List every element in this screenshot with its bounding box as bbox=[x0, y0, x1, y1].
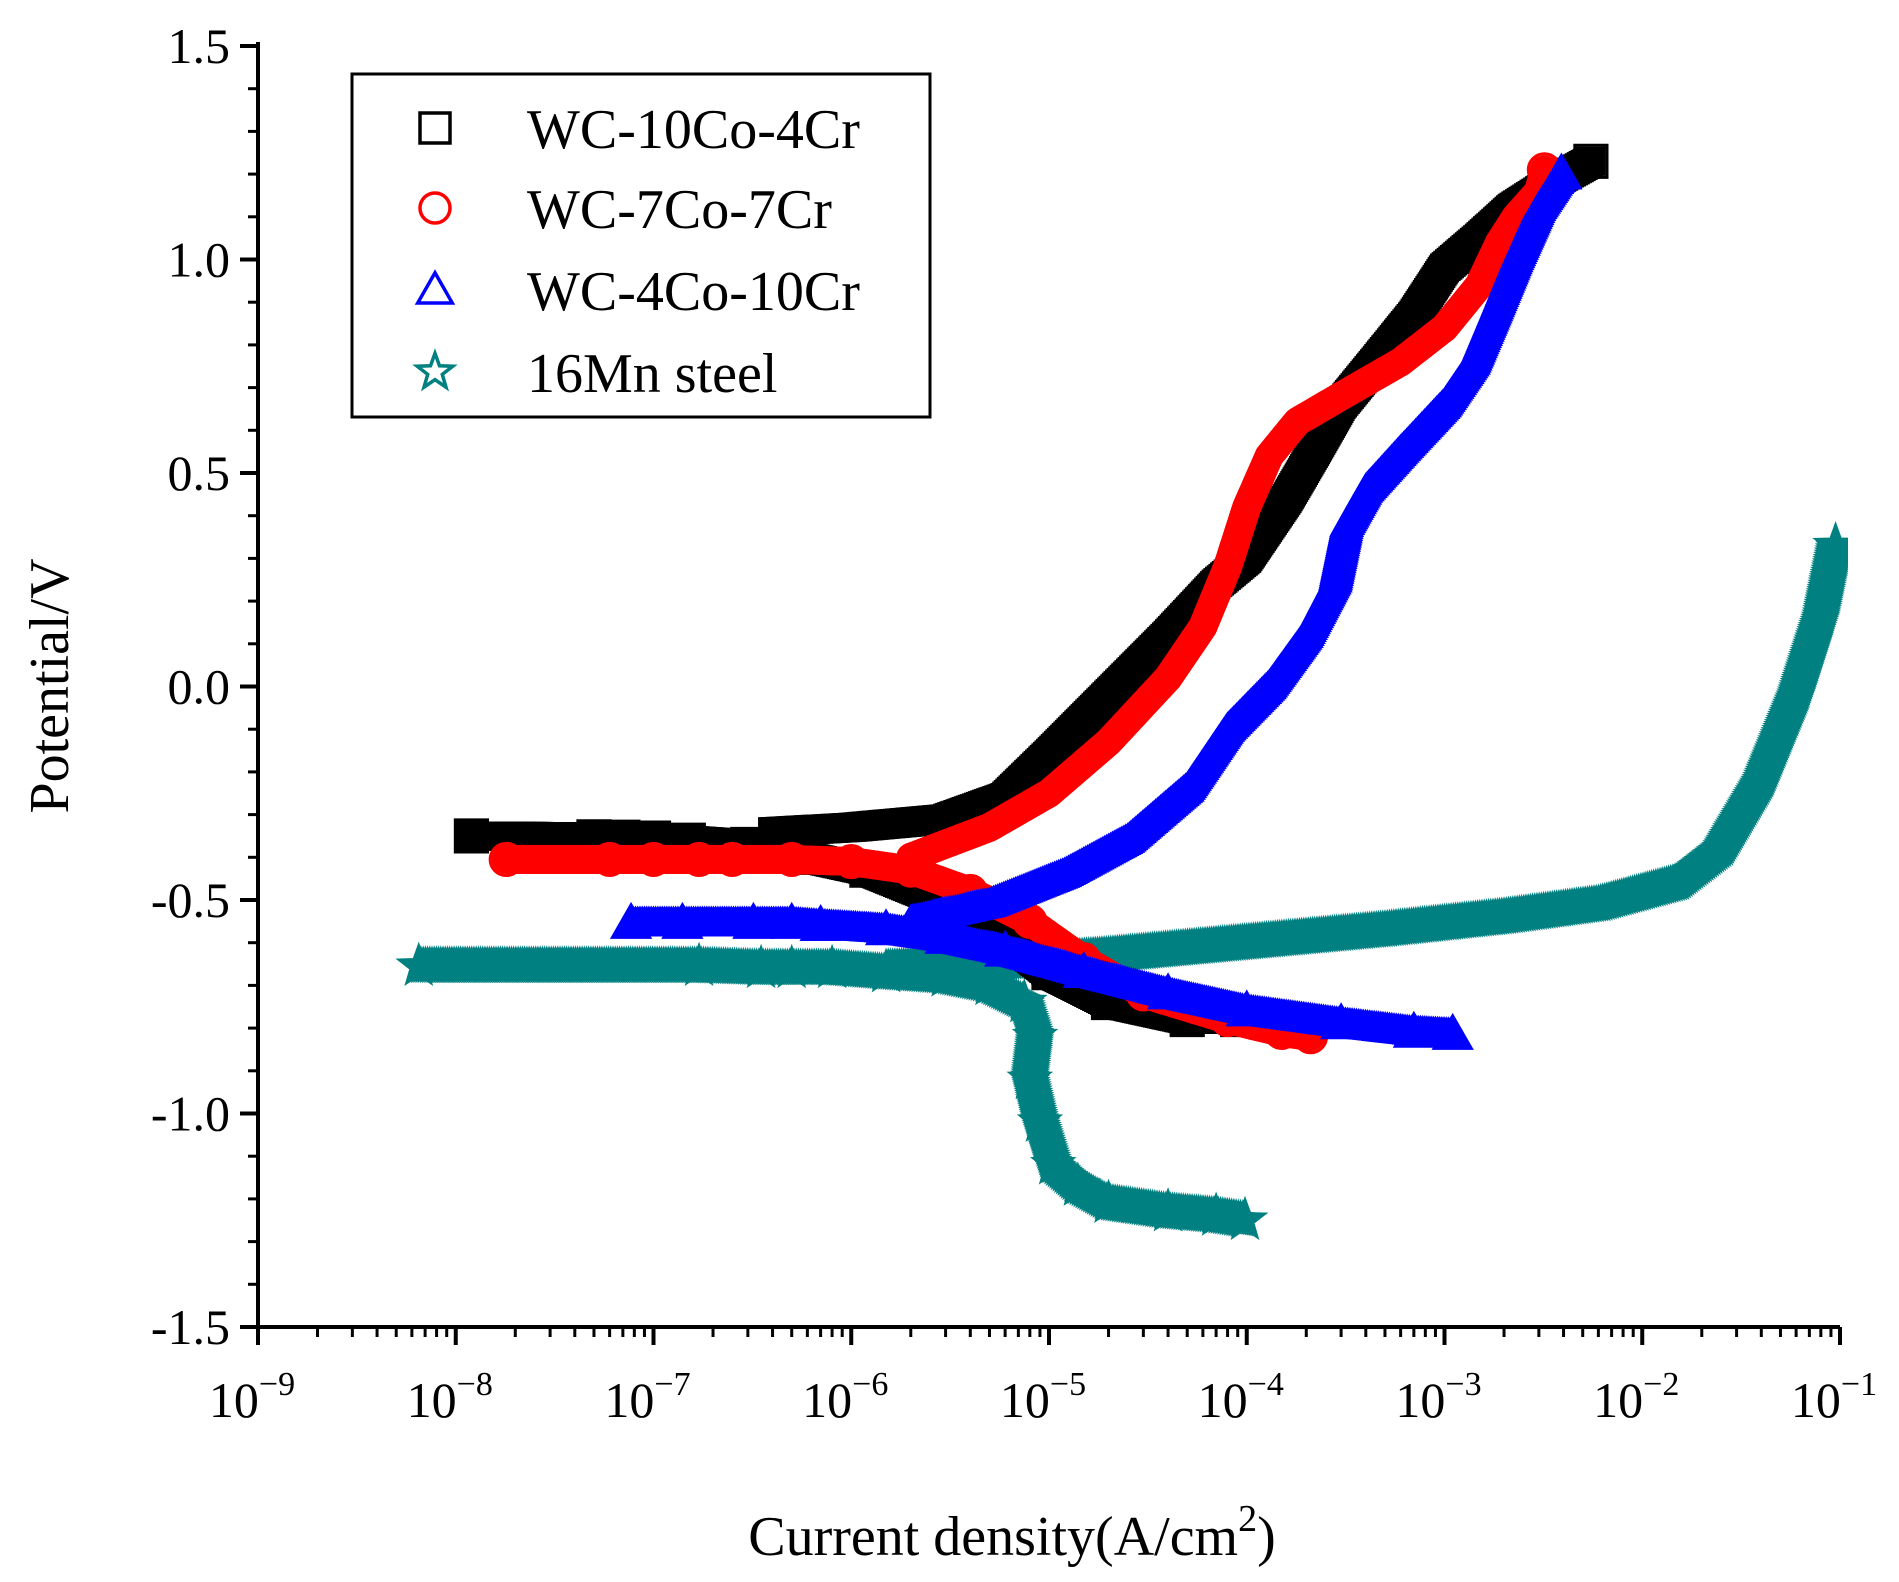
y-tick-label: 1.5 bbox=[168, 18, 231, 74]
data-point bbox=[924, 916, 967, 954]
axis-titles: Current density(A/cm2) Potential/V bbox=[19, 558, 1276, 1568]
legend: WC-10Co-4Cr WC-7Co-7Cr WC-4Co-10Cr 16Mn ste… bbox=[350, 72, 932, 419]
data-point bbox=[774, 841, 810, 878]
x-tick-label: 10−2 bbox=[1593, 1366, 1679, 1428]
data-point bbox=[893, 852, 929, 888]
data-point bbox=[681, 841, 717, 878]
y-tick-label: 0.5 bbox=[168, 445, 231, 501]
y-tick-label: 0.0 bbox=[168, 659, 231, 715]
x-tick-label: 10−5 bbox=[1000, 1366, 1086, 1428]
legend-item: WC-4Co-10Cr bbox=[414, 261, 860, 323]
data-point bbox=[1085, 1178, 1132, 1224]
data-point bbox=[1029, 1140, 1077, 1185]
series-wc-4co-10cr bbox=[609, 152, 1583, 1050]
data-point bbox=[635, 841, 672, 878]
x-tick-label: 10−3 bbox=[1395, 1366, 1481, 1428]
data-point bbox=[808, 943, 856, 989]
data-point bbox=[1062, 950, 1105, 988]
data-point bbox=[1543, 156, 1579, 187]
legend-label: WC-4Co-10Cr bbox=[527, 261, 860, 323]
x-tick-label: 10−6 bbox=[802, 1366, 888, 1428]
data-point bbox=[799, 903, 842, 942]
data-point bbox=[1540, 152, 1583, 190]
data-point bbox=[966, 960, 1013, 1006]
data-point bbox=[395, 941, 443, 987]
data-point bbox=[613, 905, 649, 937]
legend-label: 16Mn steel bbox=[527, 343, 777, 405]
data-point bbox=[1006, 1054, 1054, 1100]
legend-marker-circle-icon bbox=[418, 191, 452, 225]
legend-item: WC-10Co-4Cr bbox=[418, 99, 860, 161]
data-point bbox=[1011, 1012, 1059, 1057]
legend-marker-square-icon bbox=[418, 111, 452, 145]
y-tick-label: -1.0 bbox=[151, 1086, 230, 1142]
data-point bbox=[1573, 143, 1609, 179]
legend-item: 16Mn steel bbox=[412, 343, 777, 405]
x-tick-label: 10−4 bbox=[1198, 1366, 1284, 1428]
data-point bbox=[833, 843, 869, 880]
series-16mn-steel bbox=[395, 521, 1848, 1241]
data-point bbox=[453, 818, 490, 854]
x-axis-title: Current density(A/cm2) bbox=[748, 1498, 1276, 1568]
data-point bbox=[661, 901, 704, 939]
legend-marker-triangle-icon bbox=[414, 269, 456, 305]
data-point bbox=[1812, 521, 1848, 566]
data-point bbox=[922, 952, 969, 997]
data-point bbox=[1192, 1191, 1240, 1236]
data-point bbox=[1144, 1187, 1192, 1232]
data-point bbox=[1016, 1097, 1064, 1142]
data-point bbox=[1431, 1012, 1474, 1050]
legend-item: WC-7Co-7Cr bbox=[418, 179, 832, 241]
data-point bbox=[862, 948, 910, 993]
data-point bbox=[737, 943, 785, 989]
data-point bbox=[1000, 977, 1048, 1023]
axes: 1.5 1.0 0.5 0.0 -0.5 -1.0 -1.5 10−9 10−8 10−7 10−6… bbox=[151, 18, 1877, 1428]
x-tick-label: 10−7 bbox=[604, 1366, 690, 1428]
x-tick-label: 10−9 bbox=[209, 1366, 295, 1428]
legend-label: WC-10Co-4Cr bbox=[527, 99, 860, 161]
data-point bbox=[1225, 989, 1268, 1027]
data-point bbox=[983, 929, 1027, 967]
legend-label: WC-7Co-7Cr bbox=[527, 179, 832, 241]
data-point bbox=[770, 901, 813, 939]
x-tick-label: 10−8 bbox=[407, 1366, 493, 1428]
y-axis-title: Potential/V bbox=[19, 558, 81, 813]
y-tick-label: -0.5 bbox=[151, 872, 230, 928]
data-point bbox=[1146, 972, 1190, 1010]
data-layer bbox=[395, 143, 1848, 1241]
data-point bbox=[675, 941, 723, 987]
data-point bbox=[491, 844, 521, 874]
x-tick-label: 10−1 bbox=[1791, 1366, 1877, 1428]
data-point bbox=[1576, 146, 1606, 176]
data-point bbox=[732, 901, 775, 939]
data-point bbox=[456, 821, 486, 851]
y-tick-label: -1.5 bbox=[151, 1299, 230, 1355]
data-point bbox=[1392, 1010, 1436, 1048]
data-point bbox=[1319, 1002, 1363, 1040]
data-point bbox=[609, 901, 653, 939]
y-tick-label: 1.0 bbox=[168, 232, 231, 288]
data-point bbox=[488, 841, 524, 878]
data-point bbox=[864, 908, 908, 946]
legend-marker-star-icon bbox=[412, 348, 458, 392]
data-point bbox=[592, 841, 628, 878]
